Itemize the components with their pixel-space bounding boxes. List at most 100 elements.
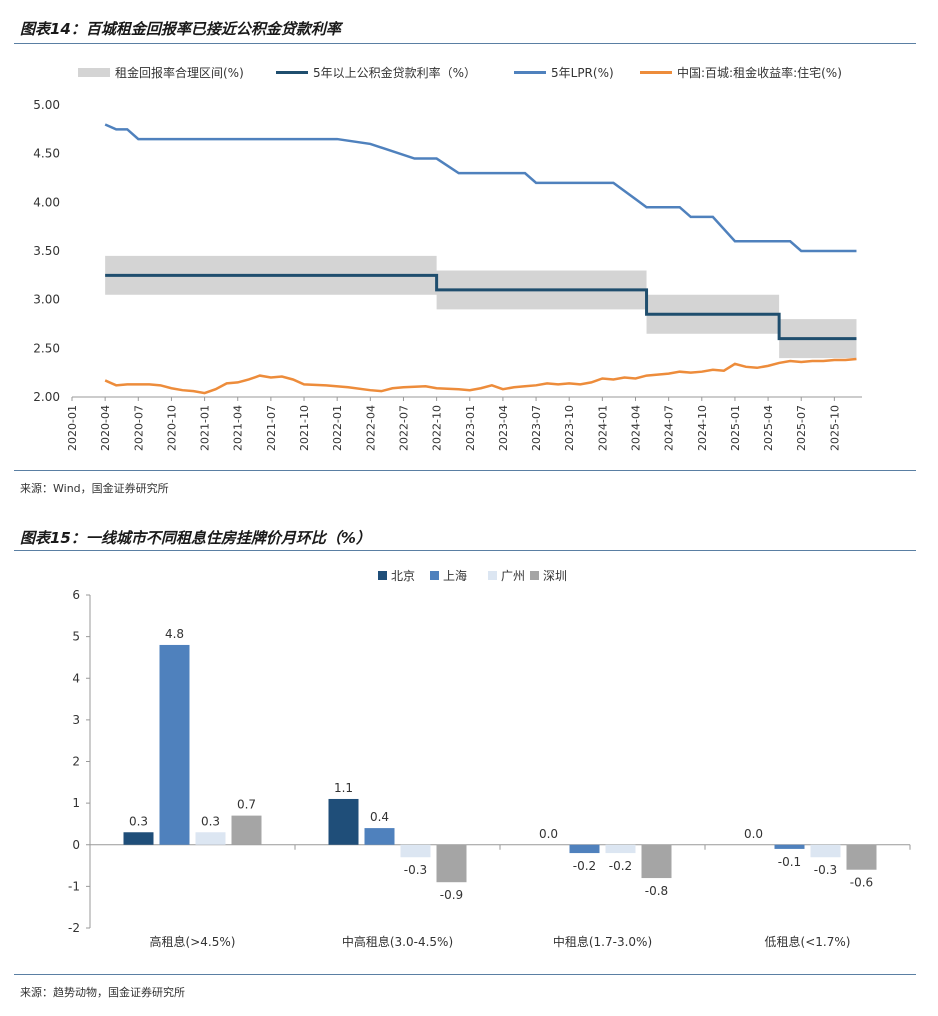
series-5y-lpr — [104, 123, 857, 253]
bar — [569, 844, 600, 854]
x-tick-label: 2021-07 — [265, 405, 278, 451]
y-tick-label: 1 — [72, 796, 80, 810]
data-label: 0.4 — [370, 810, 389, 824]
legend-swatch — [530, 571, 539, 580]
legend-swatch — [378, 571, 387, 580]
bar — [605, 844, 636, 854]
data-label: 4.8 — [165, 627, 184, 641]
x-tick-label: 2025-04 — [762, 405, 775, 451]
x-tick-label: 2023-10 — [563, 405, 576, 451]
x-tick-label: 2020-10 — [165, 405, 178, 451]
y-tick-label: 2 — [72, 755, 80, 769]
legend-label: 上海 — [443, 568, 467, 583]
chart2-source: 来源：趋势动物，国金证券研究所 — [20, 986, 185, 999]
x-tick-label: 2024-04 — [629, 405, 642, 451]
chart2-top-rule — [14, 550, 916, 551]
x-tick-label: 2022-10 — [431, 405, 444, 451]
y-tick-label: 5 — [72, 630, 80, 644]
category-label: 高租息(>4.5%) — [150, 934, 236, 949]
data-label: -0.2 — [609, 859, 632, 873]
y-tick-label: 3.50 — [33, 244, 60, 258]
chart1-top-rule — [14, 43, 916, 44]
y-tick-label: 5.00 — [33, 98, 60, 112]
data-label: -0.6 — [850, 876, 873, 890]
legend-swatch — [430, 571, 439, 580]
chart1-band-layer — [105, 255, 857, 359]
chart1-svg: 租金回报率合理区间(%) 5年以上公积金贷款利率（%） 5年LPR(%) 中国:百城:… — [33, 65, 862, 451]
legend-label: 租金回报率合理区间(%) — [115, 65, 244, 80]
x-tick-label: 2020-04 — [99, 405, 112, 451]
data-label: 0.7 — [237, 798, 256, 812]
chart1-lines-layer — [104, 123, 857, 395]
y-tick-label: 4.00 — [33, 195, 60, 209]
y-tick-label: 2.50 — [33, 341, 60, 355]
data-label: -0.9 — [440, 888, 463, 902]
chart2-axes: 6 5 4 3 2 1 0 -1 -2 — [68, 588, 911, 935]
chart2-bars-layer: 高租息(>4.5%) 0.3 4.8 0.3 0.7 中高租息(3.0-4.5%) 1.1 0… — [123, 627, 877, 949]
category-label: 中租息(1.7-3.0%) — [553, 934, 652, 949]
bar — [810, 844, 841, 858]
legend-label: 广州 — [501, 569, 525, 583]
legend-swatch-band — [78, 68, 110, 77]
x-tick-label: 2021-01 — [199, 405, 212, 451]
chart1-heading: 图表14：百城租金回报率已接近公积金贷款利率 — [20, 20, 341, 38]
band-area — [105, 255, 857, 359]
y-tick-label: 6 — [72, 588, 80, 602]
y-tick-label: 4 — [72, 671, 80, 685]
category-label: 中高租息(3.0-4.5%) — [342, 934, 453, 949]
legend-label: 中国:百城:租金收益率:住宅(%) — [677, 65, 842, 80]
bar — [400, 844, 431, 858]
y-tick-label: -1 — [68, 879, 80, 893]
data-label: 0.3 — [201, 814, 220, 828]
x-tick-label: 2025-01 — [729, 405, 742, 451]
data-label: 0.0 — [744, 827, 763, 841]
bar — [159, 644, 190, 845]
bar — [328, 798, 359, 845]
y-tick-label: 2.00 — [33, 390, 60, 404]
x-tick-label: 2024-01 — [596, 405, 609, 451]
chart2-bottom-rule — [14, 974, 916, 975]
data-label: -0.1 — [778, 855, 801, 869]
y-tick-label: 3.00 — [33, 293, 60, 307]
x-tick-label: 2021-10 — [298, 405, 311, 451]
x-tick-label: 2025-07 — [795, 405, 808, 451]
series-provident-fund-rate — [105, 273, 857, 341]
data-label: 0.3 — [129, 814, 148, 828]
data-label: -0.8 — [645, 884, 668, 898]
legend-label: 深圳 — [543, 569, 567, 583]
data-label: -0.3 — [814, 863, 837, 877]
bar — [364, 828, 395, 845]
legend-label: 5年以上公积金贷款利率（%） — [313, 65, 476, 80]
legend-swatch-line — [640, 71, 672, 74]
chart1-axes: 5.00 4.50 4.00 3.50 3.00 2.50 2.00 — [33, 98, 862, 404]
x-tick-label: 2020-07 — [132, 405, 145, 451]
x-tick-label: 2023-04 — [497, 405, 510, 451]
x-tick-label: 2022-07 — [397, 405, 410, 451]
bar — [774, 844, 805, 849]
chart2-legend: 北京 上海 广州 深圳 — [378, 568, 567, 583]
series-rental-yield — [104, 357, 857, 395]
chart2-heading: 图表15：一线城市不同租息住房挂牌价月环比（%） — [20, 529, 371, 547]
data-label: 1.1 — [334, 781, 353, 795]
bar — [641, 844, 672, 879]
y-tick-label: 4.50 — [33, 147, 60, 161]
y-tick-label: 0 — [72, 838, 80, 852]
data-label: 0.0 — [539, 827, 558, 841]
bar — [231, 815, 262, 845]
category-label: 低租息(<1.7%) — [765, 934, 851, 949]
x-tick-label: 2021-04 — [232, 405, 245, 451]
x-tick-label: 2022-01 — [331, 405, 344, 451]
chart2-svg: 北京 上海 广州 深圳 6 5 4 3 2 1 0 -1 -2 高租息(>4.5%) 0.3 4.8 0.3… — [68, 568, 911, 949]
chart1-bottom-rule — [14, 470, 916, 471]
legend-label: 北京 — [391, 569, 415, 583]
data-label: -0.3 — [404, 863, 427, 877]
chart1-legend: 租金回报率合理区间(%) 5年以上公积金贷款利率（%） 5年LPR(%) 中国:百城:… — [78, 65, 842, 80]
chart1-source: 来源：Wind，国金证券研究所 — [20, 482, 169, 495]
bar — [436, 844, 467, 883]
bar — [846, 844, 877, 870]
bar — [123, 832, 154, 845]
x-tick-label: 2020-01 — [66, 405, 79, 451]
x-tick-label: 2022-04 — [364, 405, 377, 451]
x-tick-label: 2023-07 — [530, 405, 543, 451]
x-tick-label: 2025-10 — [828, 405, 841, 451]
